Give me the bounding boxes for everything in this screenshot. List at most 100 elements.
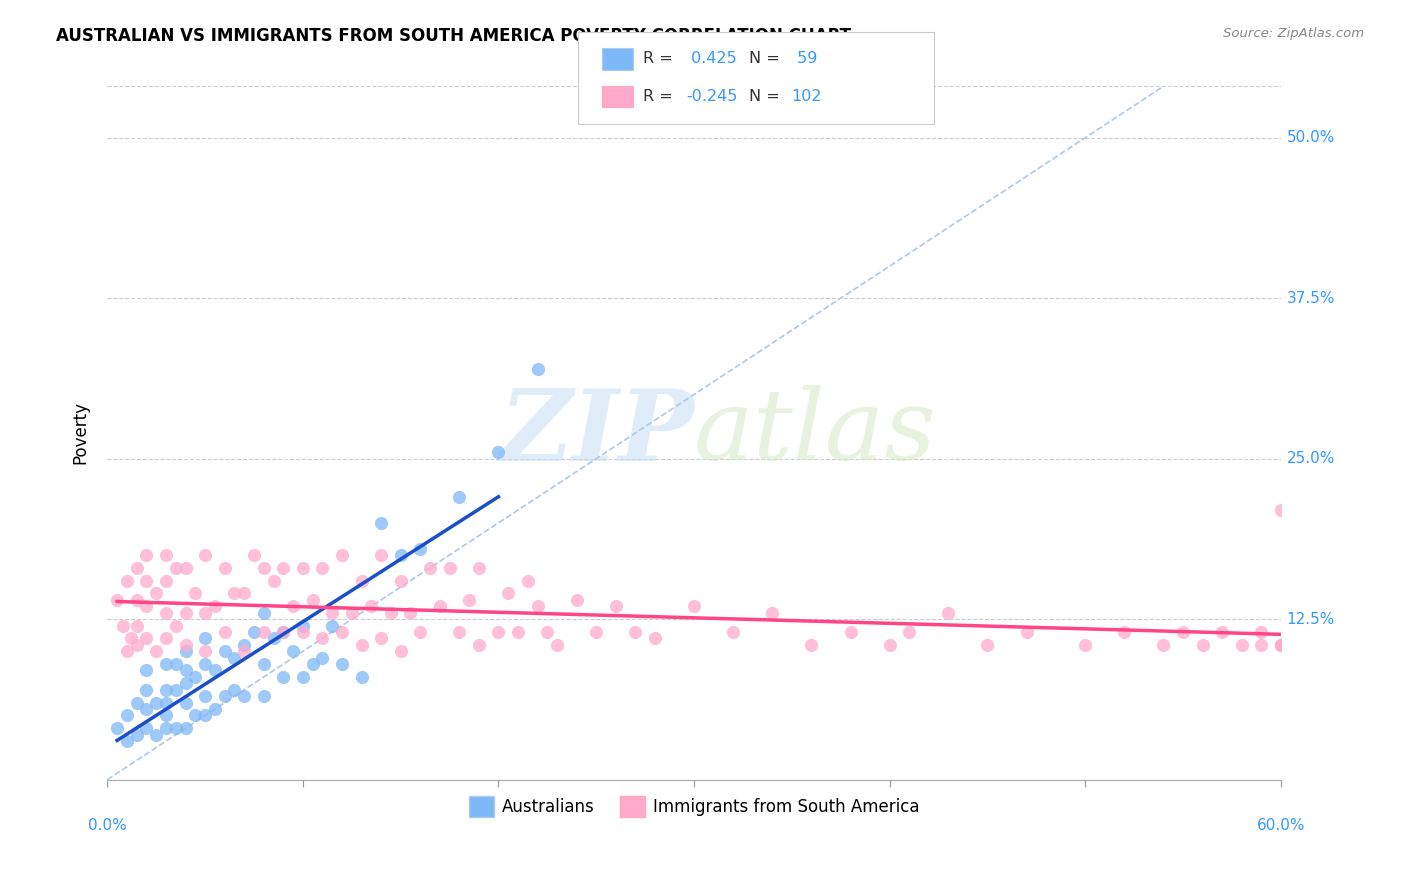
Point <box>1250 625 1272 640</box>
Point <box>194 606 217 620</box>
Point <box>1230 638 1253 652</box>
Point <box>165 657 187 671</box>
Point <box>253 625 276 640</box>
Point <box>155 682 177 697</box>
Point <box>1270 638 1292 652</box>
Text: Source: ZipAtlas.com: Source: ZipAtlas.com <box>1223 27 1364 40</box>
Point <box>1015 625 1038 640</box>
Point <box>330 548 353 562</box>
Point <box>135 702 157 716</box>
Point <box>496 586 519 600</box>
Text: -0.245: -0.245 <box>686 89 738 103</box>
Point <box>458 593 481 607</box>
Point <box>204 702 226 716</box>
Point <box>360 599 382 614</box>
Point <box>115 708 138 723</box>
Point <box>488 445 510 459</box>
Text: 37.5%: 37.5% <box>1286 291 1336 306</box>
Point <box>145 586 167 600</box>
Point <box>120 632 142 646</box>
Point <box>145 696 167 710</box>
Legend: Australians, Immigrants from South America: Australians, Immigrants from South Ameri… <box>463 789 927 823</box>
Point <box>370 548 392 562</box>
Point <box>105 593 128 607</box>
Point <box>194 644 217 658</box>
Point <box>135 664 157 678</box>
Text: 102: 102 <box>792 89 823 103</box>
Point <box>449 490 471 504</box>
Point <box>224 682 246 697</box>
Point <box>194 708 217 723</box>
Point <box>111 618 134 632</box>
Point <box>976 638 998 652</box>
Point <box>281 644 304 658</box>
Point <box>105 721 128 735</box>
Point <box>546 638 568 652</box>
Point <box>1211 625 1233 640</box>
Point <box>605 599 627 614</box>
Point <box>145 644 167 658</box>
Point <box>370 632 392 646</box>
Point <box>488 625 510 640</box>
Point <box>155 574 177 588</box>
Point <box>115 644 138 658</box>
Point <box>1270 638 1292 652</box>
Point <box>135 574 157 588</box>
Point <box>165 618 187 632</box>
Point <box>174 664 197 678</box>
Point <box>165 561 187 575</box>
Point <box>273 561 295 575</box>
Point <box>330 657 353 671</box>
Point <box>214 689 236 703</box>
Point <box>174 696 197 710</box>
Point <box>516 574 538 588</box>
Point <box>135 548 157 562</box>
Point <box>879 638 901 652</box>
Point <box>399 606 422 620</box>
Point <box>115 734 138 748</box>
Point <box>194 657 217 671</box>
Point <box>214 561 236 575</box>
Text: 0.425: 0.425 <box>686 52 737 66</box>
Point <box>1171 625 1194 640</box>
Point <box>389 548 412 562</box>
Text: 25.0%: 25.0% <box>1286 451 1336 467</box>
Point <box>291 625 314 640</box>
Point <box>898 625 921 640</box>
Point <box>565 593 588 607</box>
Point <box>330 625 353 640</box>
Text: R =: R = <box>643 89 678 103</box>
Point <box>155 696 177 710</box>
Point <box>165 721 187 735</box>
Point <box>526 361 548 376</box>
Point <box>233 586 256 600</box>
Point <box>311 650 333 665</box>
Point <box>439 561 461 575</box>
Point <box>214 644 236 658</box>
Text: AUSTRALIAN VS IMMIGRANTS FROM SOUTH AMERICA POVERTY CORRELATION CHART: AUSTRALIAN VS IMMIGRANTS FROM SOUTH AMER… <box>56 27 851 45</box>
Point <box>506 625 529 640</box>
Point <box>350 574 373 588</box>
Point <box>125 638 148 652</box>
Text: atlas: atlas <box>695 385 936 481</box>
Point <box>389 644 412 658</box>
Point <box>449 625 471 640</box>
Point <box>291 618 314 632</box>
Point <box>291 561 314 575</box>
Point <box>174 721 197 735</box>
Y-axis label: Poverty: Poverty <box>72 401 89 465</box>
Point <box>125 561 148 575</box>
Point <box>233 689 256 703</box>
Point <box>301 593 323 607</box>
Point <box>243 625 266 640</box>
Point <box>1114 625 1136 640</box>
Point <box>155 606 177 620</box>
Point <box>839 625 862 640</box>
Point <box>350 670 373 684</box>
Point <box>585 625 607 640</box>
Point <box>184 586 207 600</box>
Point <box>389 574 412 588</box>
Point <box>243 548 266 562</box>
Point <box>174 606 197 620</box>
Point <box>468 561 491 575</box>
